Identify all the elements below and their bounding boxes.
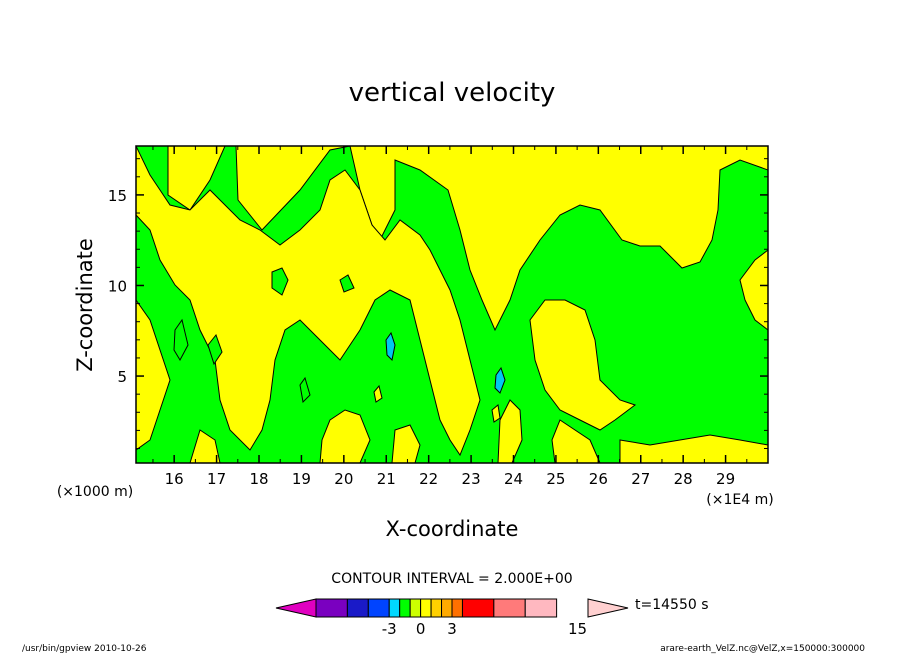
- colorbar-label: -3: [382, 620, 397, 638]
- plot-frame: [135, 145, 769, 464]
- y-scale-note: (×1000 m): [57, 484, 133, 500]
- time-label: t=14550 s: [635, 597, 709, 613]
- field-region-positive: [136, 146, 768, 332]
- x-tick-label: 26: [589, 470, 608, 488]
- colorbar-bin: [420, 598, 432, 618]
- colorbar-bin: [441, 598, 453, 618]
- field-region-weak: [271, 267, 289, 296]
- field-region-negative: [385, 331, 396, 362]
- x-tick-label: 25: [546, 470, 565, 488]
- footer-left: /usr/bin/gpview 2010-10-26: [22, 644, 147, 654]
- field-region-positive: [551, 419, 601, 463]
- x-tick-label: 19: [292, 470, 311, 488]
- colorbar-label: 3: [447, 620, 457, 638]
- x-tick-label: 24: [504, 470, 523, 488]
- field-region-positive: [136, 146, 481, 457]
- y-axis: 5 10 15: [108, 158, 768, 450]
- field-region-positive: [491, 404, 501, 423]
- field-region-positive: [497, 399, 523, 463]
- colorbar-bin: [430, 598, 443, 618]
- field-region-positive: [739, 249, 768, 331]
- colorbar-bin: [388, 598, 401, 618]
- x-tick-label: 28: [674, 470, 693, 488]
- field-region-positive: [619, 434, 768, 463]
- field-region-negative: [494, 366, 506, 394]
- colorbar-label: 0: [416, 620, 426, 638]
- y-tick-label: 10: [108, 277, 127, 295]
- field-region-weak: [173, 318, 189, 362]
- x-tick-label: 29: [716, 470, 735, 488]
- y-axis-label: Z-coordinate: [73, 238, 97, 372]
- contour-field: [136, 146, 768, 463]
- field-region-weak: [299, 376, 311, 404]
- field-region-positive: [391, 424, 421, 463]
- colorbar-bin: [367, 598, 390, 618]
- colorbar-bin: [399, 598, 411, 618]
- footer-right: arare-earth_VelZ.nc@VelZ,x=150000:300000: [660, 644, 865, 654]
- x-axis: 16 17 18 19 20 21 22 23 24 25 26 27 28 29: [152, 146, 748, 488]
- y-tick-label: 15: [108, 187, 127, 205]
- field-region-positive: [319, 409, 371, 463]
- colorbar-bin: [346, 598, 369, 618]
- y-tick-label: 5: [117, 368, 127, 386]
- field-region-positive: [529, 299, 637, 431]
- x-tick-label: 16: [165, 470, 184, 488]
- colorbar: -3 0 3 15: [275, 598, 629, 638]
- field-region-weak: [339, 274, 355, 293]
- x-tick-label: 18: [249, 470, 268, 488]
- colorbar-label: 15: [568, 620, 587, 638]
- field-region-positive: [189, 429, 221, 463]
- field-region-positive: [373, 384, 383, 403]
- colorbar-under-arrow: [275, 598, 317, 618]
- x-axis-label: X-coordinate: [386, 517, 519, 541]
- x-tick-label: 20: [334, 470, 353, 488]
- colorbar-over-arrow: [587, 598, 629, 618]
- chart-title: vertical velocity: [349, 78, 556, 108]
- x-tick-label: 23: [462, 470, 481, 488]
- field-region-weak: [207, 333, 223, 366]
- x-tick-label: 17: [207, 470, 226, 488]
- x-tick-label: 22: [419, 470, 438, 488]
- colorbar-bin: [493, 598, 526, 618]
- colorbar-bin: [409, 598, 422, 618]
- contour-interval-label: CONTOUR INTERVAL = 2.000E+00: [331, 571, 572, 587]
- colorbar-bin: [451, 598, 463, 618]
- colorbar-bin: [461, 598, 495, 618]
- colorbar-bin: [315, 598, 348, 618]
- x-tick-label: 27: [631, 470, 650, 488]
- colorbar-bin: [524, 598, 558, 618]
- x-scale-note: (×1E4 m): [706, 492, 773, 508]
- x-tick-label: 21: [377, 470, 396, 488]
